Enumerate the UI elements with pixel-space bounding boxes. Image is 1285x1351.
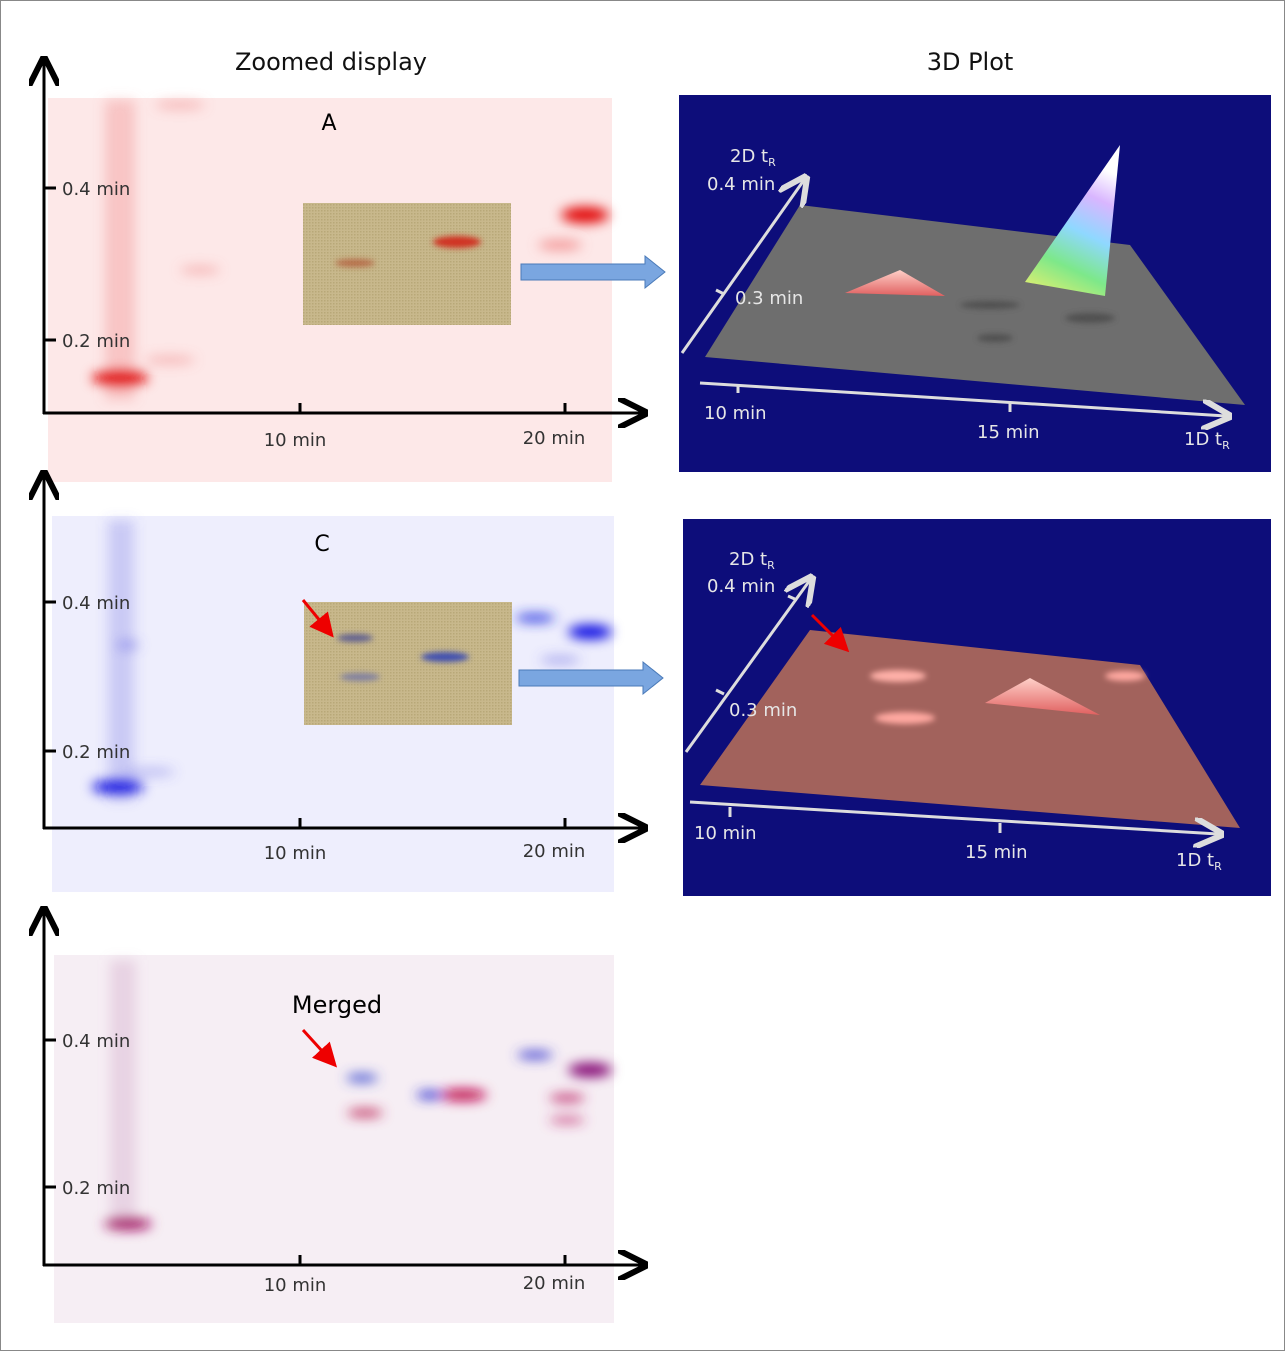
x-tick-label: 10 min bbox=[264, 1275, 327, 1296]
axis-title-sub: R bbox=[767, 559, 775, 572]
plot-3d-c: 2D tR 0.4 min 0.3 min 10 min 15 min 1D t… bbox=[683, 519, 1271, 896]
tick-label: 0.4 min bbox=[707, 174, 775, 195]
tick-label: 10 min bbox=[694, 823, 757, 844]
y-tick-label: 0.2 min bbox=[62, 1178, 130, 1199]
plot-3d-a: 2D tR 0.4 min 0.3 min 10 min 15 min 1D t… bbox=[679, 95, 1271, 472]
axis-title-sub: R bbox=[1222, 439, 1230, 452]
axis-title-main: 1D t bbox=[1176, 850, 1214, 871]
axis-title-sub: R bbox=[1214, 860, 1222, 873]
x-tick-label: 10 min bbox=[264, 843, 327, 864]
panel-merged: Merged 0.4 min 0.2 min 10 min 20 min bbox=[43, 912, 642, 1323]
y-tick-label: 0.2 min bbox=[62, 742, 130, 763]
axis-title-main: 1D t bbox=[1184, 429, 1222, 450]
tick-label: 0.3 min bbox=[735, 288, 803, 309]
y-tick-label: 0.4 min bbox=[62, 179, 130, 200]
y-tick-label: 0.4 min bbox=[62, 1031, 130, 1052]
axis-title-main: 2D t bbox=[729, 549, 767, 570]
panel-label: C bbox=[314, 532, 329, 557]
axis-title: 1D tR bbox=[1176, 850, 1222, 873]
tick-label: 0.4 min bbox=[707, 576, 775, 597]
heading: 3D Plot bbox=[927, 48, 1014, 76]
tick-label: 15 min bbox=[977, 422, 1040, 443]
panel-a: A 0.4 min 0.2 min 10 min 20 min bbox=[43, 62, 666, 482]
y-tick-label: 0.2 min bbox=[62, 331, 130, 352]
y-tick-label: 0.4 min bbox=[62, 593, 130, 614]
x-tick-label: 10 min bbox=[264, 430, 327, 451]
axis-title: 2D tR bbox=[730, 146, 776, 169]
heading: Zoomed display bbox=[235, 48, 427, 76]
tick-label: 0.3 min bbox=[729, 700, 797, 721]
axis-title: 1D tR bbox=[1184, 429, 1230, 452]
axis-title-sub: R bbox=[768, 156, 776, 169]
axis-title: 2D tR bbox=[729, 549, 775, 572]
axis-title-main: 2D t bbox=[730, 146, 768, 167]
x-tick-label: 20 min bbox=[523, 841, 586, 862]
x-tick-label: 20 min bbox=[523, 428, 586, 449]
panel-label: A bbox=[321, 111, 336, 136]
panel-label: Merged bbox=[292, 991, 382, 1019]
x-tick-label: 20 min bbox=[523, 1273, 586, 1294]
tick-label: 15 min bbox=[965, 842, 1028, 863]
tick-label: 10 min bbox=[704, 403, 767, 424]
panel-c: C 0.4 min 0.2 min 10 min 20 min bbox=[43, 476, 664, 892]
